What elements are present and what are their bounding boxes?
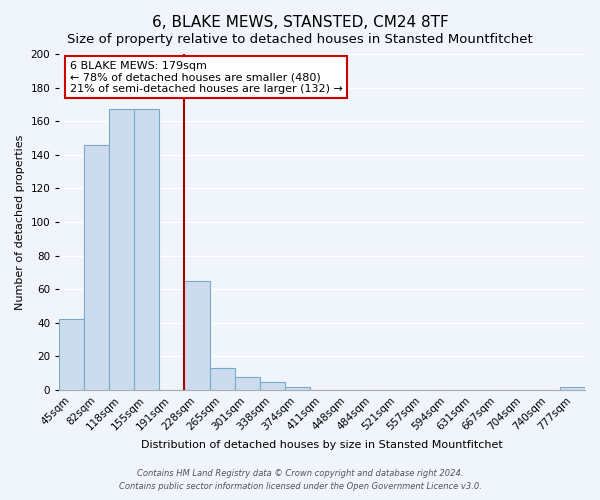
Text: Contains HM Land Registry data © Crown copyright and database right 2024.
Contai: Contains HM Land Registry data © Crown c… — [119, 470, 481, 491]
Bar — [184, 281, 209, 390]
Bar — [85, 144, 109, 390]
Text: 6, BLAKE MEWS, STANSTED, CM24 8TF: 6, BLAKE MEWS, STANSTED, CM24 8TF — [152, 15, 448, 30]
Bar — [109, 110, 134, 390]
Bar — [59, 320, 85, 390]
Bar — [235, 376, 260, 390]
Bar — [284, 386, 310, 390]
Bar — [560, 386, 585, 390]
Bar — [209, 368, 235, 390]
Text: 6 BLAKE MEWS: 179sqm
← 78% of detached houses are smaller (480)
21% of semi-deta: 6 BLAKE MEWS: 179sqm ← 78% of detached h… — [70, 60, 343, 94]
X-axis label: Distribution of detached houses by size in Stansted Mountfitchet: Distribution of detached houses by size … — [141, 440, 503, 450]
Bar — [260, 382, 284, 390]
Text: Size of property relative to detached houses in Stansted Mountfitchet: Size of property relative to detached ho… — [67, 32, 533, 46]
Bar — [134, 110, 160, 390]
Y-axis label: Number of detached properties: Number of detached properties — [15, 134, 25, 310]
